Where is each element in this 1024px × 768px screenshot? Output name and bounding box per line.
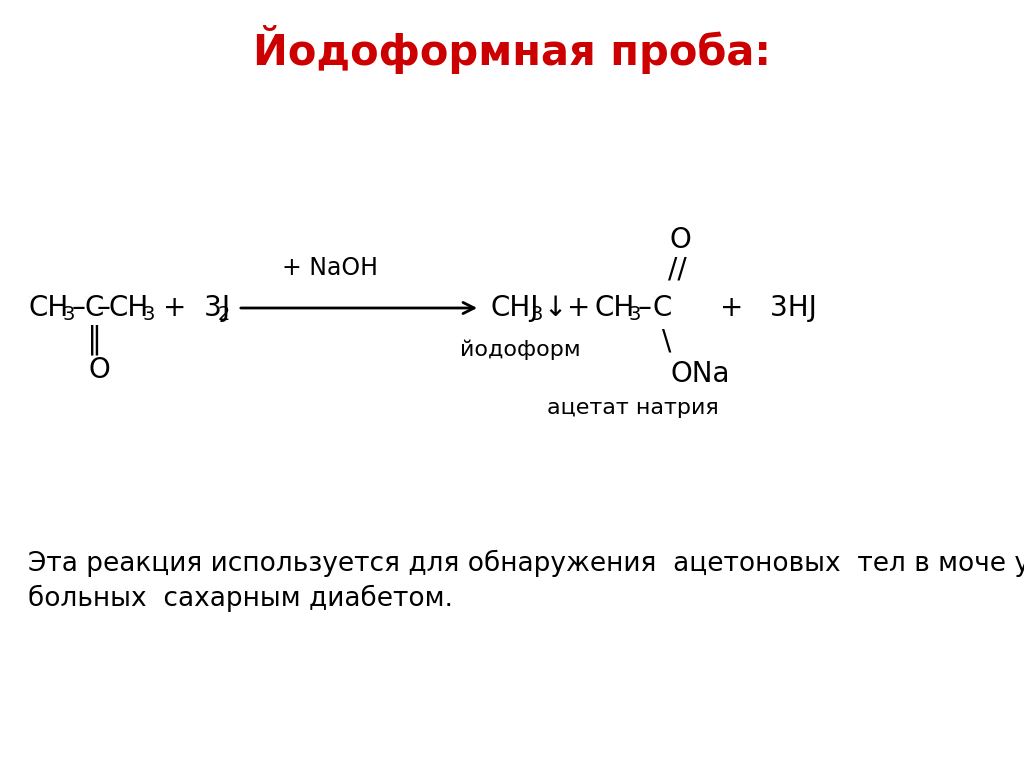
Text: –: – [72, 294, 86, 322]
Text: Эта реакция используется для обнаружения  ацетоновых  тел в моче у: Эта реакция используется для обнаружения… [28, 549, 1024, 577]
Text: 2: 2 [218, 304, 230, 323]
Text: +: + [567, 294, 591, 322]
Text: C: C [652, 294, 672, 322]
Text: //: // [668, 256, 686, 284]
Text: 3: 3 [62, 304, 75, 323]
Text: CH: CH [594, 294, 634, 322]
Text: 3: 3 [531, 304, 544, 323]
Text: CH: CH [109, 294, 150, 322]
Text: ↓: ↓ [543, 294, 566, 322]
Text: ONa: ONa [670, 360, 729, 388]
Text: –: – [97, 294, 111, 322]
Text: йодоформ: йодоформ [460, 339, 581, 360]
Text: ацетат натрия: ацетат натрия [547, 398, 719, 418]
Text: –: – [638, 294, 652, 322]
Text: + NaOH: + NaOH [282, 256, 378, 280]
Text: 3: 3 [628, 304, 640, 323]
Text: +  3J: + 3J [163, 294, 230, 322]
Text: больных  сахарным диабетом.: больных сахарным диабетом. [28, 584, 453, 611]
Text: O: O [669, 226, 691, 254]
Text: CH: CH [28, 294, 69, 322]
Text: Йодоформная проба:: Йодоформная проба: [253, 25, 771, 74]
Text: \: \ [662, 328, 672, 356]
Text: +   3HJ: + 3HJ [720, 294, 817, 322]
Text: CHJ: CHJ [490, 294, 539, 322]
Text: 3: 3 [143, 304, 156, 323]
Text: O: O [88, 356, 110, 384]
Text: ∥: ∥ [87, 325, 102, 356]
Text: C: C [84, 294, 103, 322]
